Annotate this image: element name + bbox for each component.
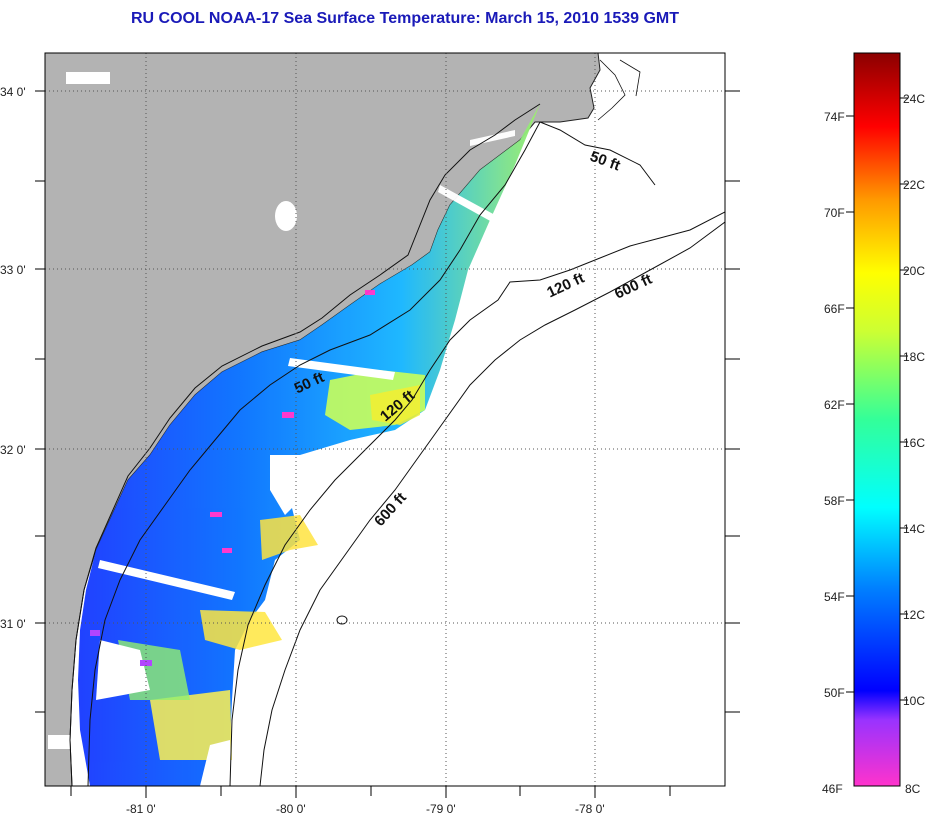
colorbar-c-label: 22C — [903, 178, 925, 192]
inland-gap — [48, 735, 70, 749]
colorbar-f-label: 54F — [824, 590, 845, 604]
colorbar-f-label: 62F — [824, 398, 845, 412]
lat-ticks — [35, 90, 740, 713]
colorbar-c-label: 10C — [903, 694, 925, 708]
inland-gap — [66, 72, 110, 84]
sst-swath — [78, 104, 540, 786]
lon-ticks — [70, 786, 671, 798]
map-frame — [44, 52, 726, 787]
lat-label: 33 0' — [0, 263, 26, 277]
contour-120ft — [229, 211, 725, 786]
inland-lake — [275, 201, 297, 231]
lat-label: 34 0' — [0, 85, 26, 99]
colorbar-c-label: 24C — [903, 92, 925, 106]
lat-label: 31 0' — [0, 617, 26, 631]
colorbar-f-label: 58F — [824, 494, 845, 508]
colorbar-c-label: 8C — [905, 782, 921, 796]
colorbar-c-label: 18C — [903, 350, 925, 364]
lon-label: -80 0' — [276, 802, 306, 816]
contour-600ft — [259, 221, 725, 786]
lon-label: -78 0' — [575, 802, 605, 816]
graticule — [45, 53, 725, 786]
colorbar-f-label: 66F — [824, 302, 845, 316]
colorbar-c-label: 20C — [903, 264, 925, 278]
colorbar-f-label: 46F — [822, 782, 843, 796]
lat-label: 32 0' — [0, 443, 26, 457]
map-area — [45, 53, 725, 786]
lon-label: -81 0' — [126, 802, 156, 816]
coastline — [69, 103, 541, 786]
colorbar-c-label: 12C — [903, 608, 925, 622]
contour-50ft — [87, 121, 656, 786]
colorbar-f-label: 70F — [824, 206, 845, 220]
colorbar: 74F 70F 66F 62F 58F 54F 50F 46F 24C 22C … — [822, 52, 925, 796]
map-title: RU COOL NOAA-17 Sea Surface Temperature:… — [130, 10, 680, 27]
colorbar-gradient — [853, 52, 901, 787]
colorbar-c-label: 16C — [903, 436, 925, 450]
colorbar-f-label: 74F — [824, 110, 845, 124]
lon-label: -79 0' — [426, 802, 456, 816]
colorbar-f-label: 50F — [824, 686, 845, 700]
colorbar-ticks — [846, 97, 908, 701]
colorbar-c-label: 14C — [903, 522, 925, 536]
